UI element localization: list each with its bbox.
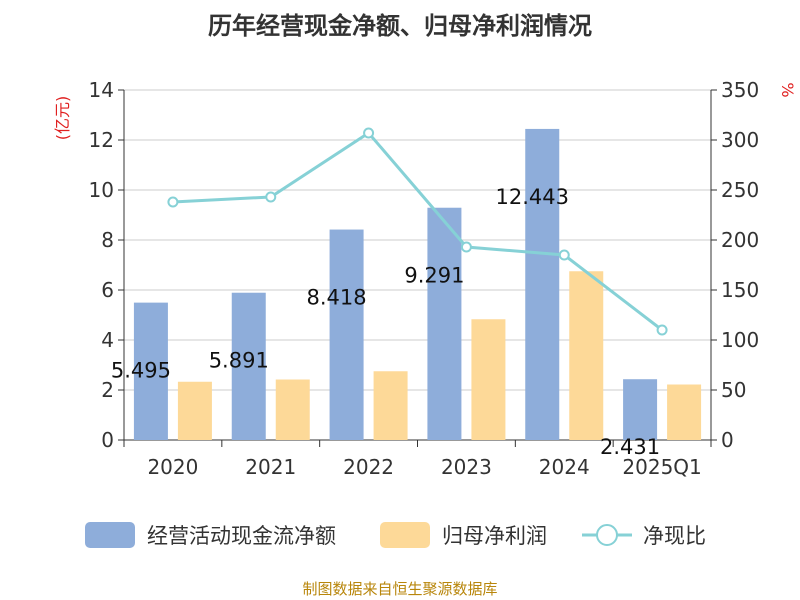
right-axis-unit: % xyxy=(778,82,797,97)
right-tick-label: 350 xyxy=(721,78,759,102)
bar-data-label: 9.291 xyxy=(404,264,464,288)
right-tick-label: 50 xyxy=(721,378,746,402)
line-point-net-cash-ratio xyxy=(460,241,472,253)
bar-data-label: 5.891 xyxy=(209,349,269,373)
bar-data-label: 2.431 xyxy=(600,435,660,459)
data-source-note: 制图数据来自恒生聚源数据库 xyxy=(302,580,498,598)
bar-net-profit xyxy=(177,381,212,440)
left-tick-label: 10 xyxy=(89,178,114,202)
left-axis-unit: (亿元) xyxy=(53,96,72,141)
line-point-net-cash-ratio xyxy=(265,191,277,203)
line-point-net-cash-ratio xyxy=(558,249,570,261)
bar-operating-cashflow xyxy=(525,128,560,441)
bar-net-profit xyxy=(275,379,310,440)
left-tick-label: 0 xyxy=(101,428,114,452)
right-tick-label: 300 xyxy=(721,128,759,152)
legend-swatch-operating-cashflow xyxy=(85,522,135,548)
bar-net-profit xyxy=(471,319,506,440)
left-tick-label: 6 xyxy=(101,278,114,302)
left-tick-label: 12 xyxy=(89,128,114,152)
bar-operating-cashflow xyxy=(329,229,364,440)
x-tick-label: 2025Q1 xyxy=(622,455,701,479)
legend-label-net-profit: 归母净利润 xyxy=(442,524,547,548)
x-tick-label: 2021 xyxy=(245,455,296,479)
bar-operating-cashflow xyxy=(623,379,658,440)
bar-data-label: 12.443 xyxy=(496,185,569,209)
legend-label-operating-cashflow: 经营活动现金流净额 xyxy=(147,524,336,548)
line-net-cash-ratio xyxy=(172,131,663,332)
line-point-net-cash-ratio xyxy=(656,324,668,336)
x-tick-label: 2022 xyxy=(343,455,394,479)
chart-title: 历年经营现金净额、归母净利润情况 xyxy=(208,12,592,40)
bar-net-profit xyxy=(667,384,702,440)
legend-swatch-marker-net-cash-ratio xyxy=(596,524,618,546)
bar-net-profit xyxy=(373,371,408,440)
left-tick-label: 2 xyxy=(101,378,114,402)
bar-data-label: 5.495 xyxy=(111,359,171,383)
bar-operating-cashflow xyxy=(427,207,462,440)
right-tick-label: 100 xyxy=(721,328,759,352)
right-tick-label: 200 xyxy=(721,228,759,252)
right-tick-label: 0 xyxy=(721,428,734,452)
legend-label-net-cash-ratio: 净现比 xyxy=(643,524,706,548)
left-tick-label: 8 xyxy=(101,228,114,252)
bar-data-label: 8.418 xyxy=(307,286,367,310)
left-tick-label: 4 xyxy=(101,328,114,352)
right-tick-label: 150 xyxy=(721,278,759,302)
x-tick-label: 2024 xyxy=(539,455,590,479)
left-tick-label: 14 xyxy=(89,78,114,102)
right-tick-label: 250 xyxy=(721,178,759,202)
line-point-net-cash-ratio xyxy=(167,196,179,208)
x-tick-label: 2023 xyxy=(441,455,492,479)
legend-swatch-net-profit xyxy=(380,522,430,548)
x-tick-label: 2020 xyxy=(147,455,198,479)
bar-operating-cashflow xyxy=(231,292,266,440)
bar-net-profit xyxy=(569,271,604,440)
bar-operating-cashflow xyxy=(133,302,168,440)
line-point-net-cash-ratio xyxy=(363,127,375,139)
